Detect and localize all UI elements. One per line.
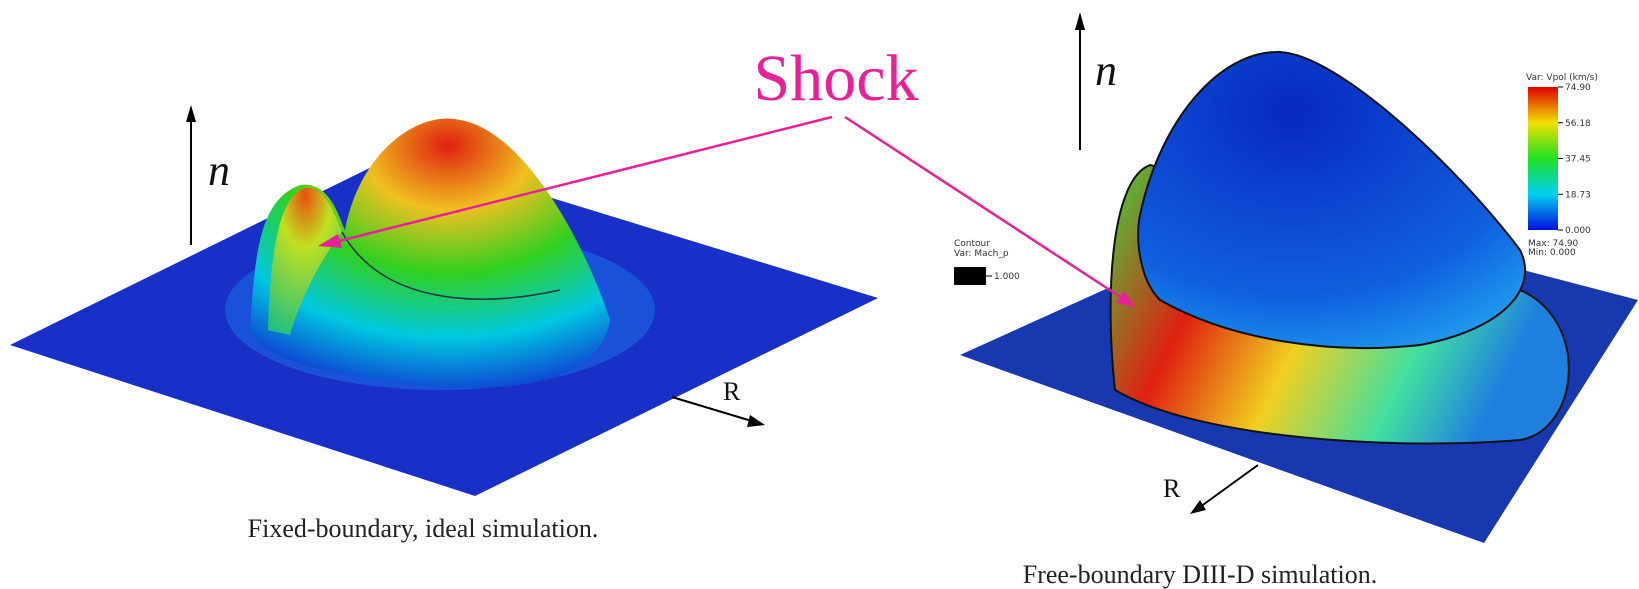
axis-label: R (1163, 474, 1181, 503)
colorbar-tick-label: 56.18 (1565, 119, 1591, 129)
axis-arrow (1200, 465, 1258, 507)
colorbar-tick-label: 18.73 (1565, 190, 1591, 200)
colorbar-min: Min: 0.000 (1528, 248, 1576, 258)
legend-swatch (954, 267, 986, 285)
colorbar-tick-label: 37.45 (1565, 155, 1591, 165)
colorbar-title: Var: Vpol (km/s) (1526, 73, 1598, 83)
caption: Fixed-boundary, ideal simulation. (248, 514, 599, 543)
axis-arrow (672, 397, 755, 422)
annotation-label: Shock (754, 42, 919, 115)
axis-label: n (1095, 46, 1117, 95)
colorbar (1528, 87, 1558, 230)
legend-title: Contour (954, 239, 990, 249)
caption: Free-boundary DIII-D simulation. (1023, 560, 1378, 589)
figure: n R Fixed-boundary, ideal simulation. n … (0, 0, 1639, 589)
left-plot: n R Fixed-boundary, ideal simulation. (10, 105, 878, 543)
dome (1138, 52, 1525, 348)
colorbar-ticks: 74.90 56.18 37.45 18.73 0.000 (1558, 83, 1591, 236)
arrowhead (747, 415, 765, 427)
legend-var: Var: Mach_p (954, 249, 1009, 259)
legend-level: 1.000 (994, 272, 1020, 282)
arrowhead (186, 105, 196, 122)
right-plot: n R Free-boundary DIII-D simulation. Con… (954, 12, 1638, 589)
colorbar-tick-label: 0.000 (1565, 226, 1591, 236)
arrowhead (1190, 500, 1206, 514)
axis-label: n (208, 146, 230, 195)
arrowhead (1075, 12, 1085, 30)
colorbar-tick-label: 74.90 (1565, 83, 1591, 93)
axis-label: R (723, 377, 741, 406)
